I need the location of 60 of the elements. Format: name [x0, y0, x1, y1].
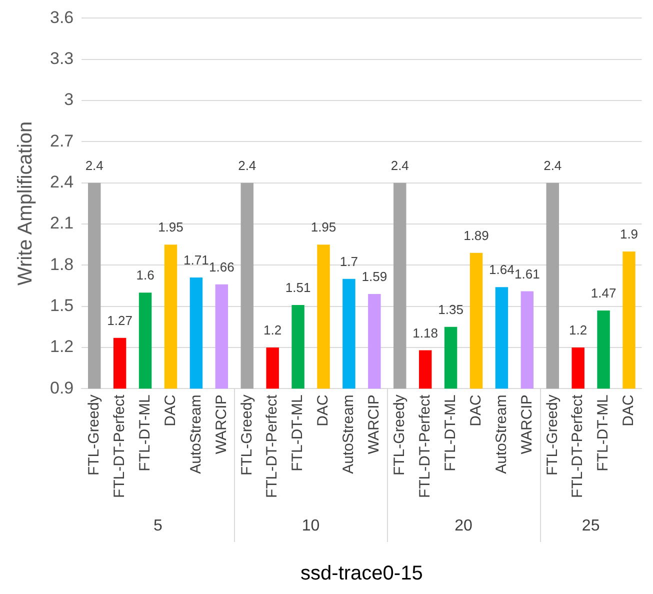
data-label: 1.95: [310, 220, 336, 235]
data-label: 2.4: [544, 158, 562, 173]
data-label: 1.95: [158, 220, 184, 235]
y-tick-label: 3.6: [50, 8, 74, 27]
text: 5: [154, 517, 163, 534]
data-label: 1.61: [514, 266, 540, 282]
data-label: 1.6: [136, 268, 154, 283]
y-tick-label: 2.7: [50, 131, 74, 150]
data-label: 1.7: [340, 254, 358, 269]
y-tick-label: 1.5: [50, 296, 74, 316]
x-tick-label: FTL-Greedy: [544, 394, 561, 476]
data-label: 1.47: [590, 286, 616, 301]
data-label: 2.4: [390, 158, 409, 173]
x-tick-label: FTL-Greedy: [86, 394, 102, 476]
data-label: 1.51: [285, 280, 311, 296]
y-tick-label: 0.9: [50, 378, 74, 398]
data-label: 1.89: [464, 228, 489, 243]
x-tick-label: AutoStream: [492, 394, 510, 474]
y-tick-label: 2.4: [50, 172, 74, 192]
x-axis-title: ssd-trace0-15: [300, 562, 423, 585]
text: 25: [582, 517, 600, 534]
data-label: 1.35: [438, 302, 464, 317]
x-tick-label: DAC: [467, 394, 484, 426]
y-tick-label: 3.3: [50, 49, 74, 68]
y-tick-label: 2.1: [50, 214, 74, 233]
text: 10: [302, 517, 320, 534]
x-tick-label: FTL-Greedy: [238, 394, 256, 476]
x-tick-label: FTL-Greedy: [391, 394, 408, 476]
data-label: 1.2: [569, 322, 588, 338]
x-tick-label: AutoStream: [340, 394, 358, 474]
x-tick-label: AutoStream: [187, 394, 204, 474]
x-tick-label: WARCIP: [518, 394, 536, 454]
x-tick-label: FTL-DT-ML: [442, 394, 459, 472]
x-tick-label: FTL-DT-ML: [289, 394, 306, 472]
y-tick-label: 1.2: [50, 337, 74, 356]
y-tick-label: 1.8: [50, 254, 74, 274]
data-label: 1.2: [264, 322, 282, 338]
y-axis-title: Write Amplification: [14, 121, 37, 286]
x-tick-label: WARCIP: [366, 394, 383, 454]
y-tick-label: 3: [64, 90, 74, 110]
data-label: 1.59: [362, 269, 388, 284]
x-tick-label: FTL-DT-ML: [136, 394, 154, 472]
x-tick-label: DAC: [620, 394, 638, 426]
data-label: 1.18: [412, 325, 438, 340]
x-tick-label: FTL-DT-ML: [594, 394, 612, 472]
x-tick-label: FTL-DT-Perfect: [110, 394, 128, 498]
data-label: 1.64: [489, 262, 514, 278]
x-tick-label: FTL-DT-Perfect: [569, 394, 586, 498]
x-tick-label: FTL-DT-Perfect: [416, 394, 434, 498]
x-tick-label: DAC: [314, 394, 332, 426]
data-label: 2.4: [85, 158, 104, 173]
data-label: 2.4: [238, 158, 256, 173]
x-tick-label: WARCIP: [212, 394, 230, 454]
data-label: 1.71: [184, 252, 209, 268]
x-tick-label: DAC: [162, 394, 179, 426]
data-label: 1.66: [209, 259, 234, 274]
data-label: 1.9: [620, 226, 638, 242]
x-tick-label: FTL-DT-Perfect: [264, 394, 281, 498]
text: 20: [454, 517, 473, 534]
data-label: 1.27: [107, 312, 132, 328]
